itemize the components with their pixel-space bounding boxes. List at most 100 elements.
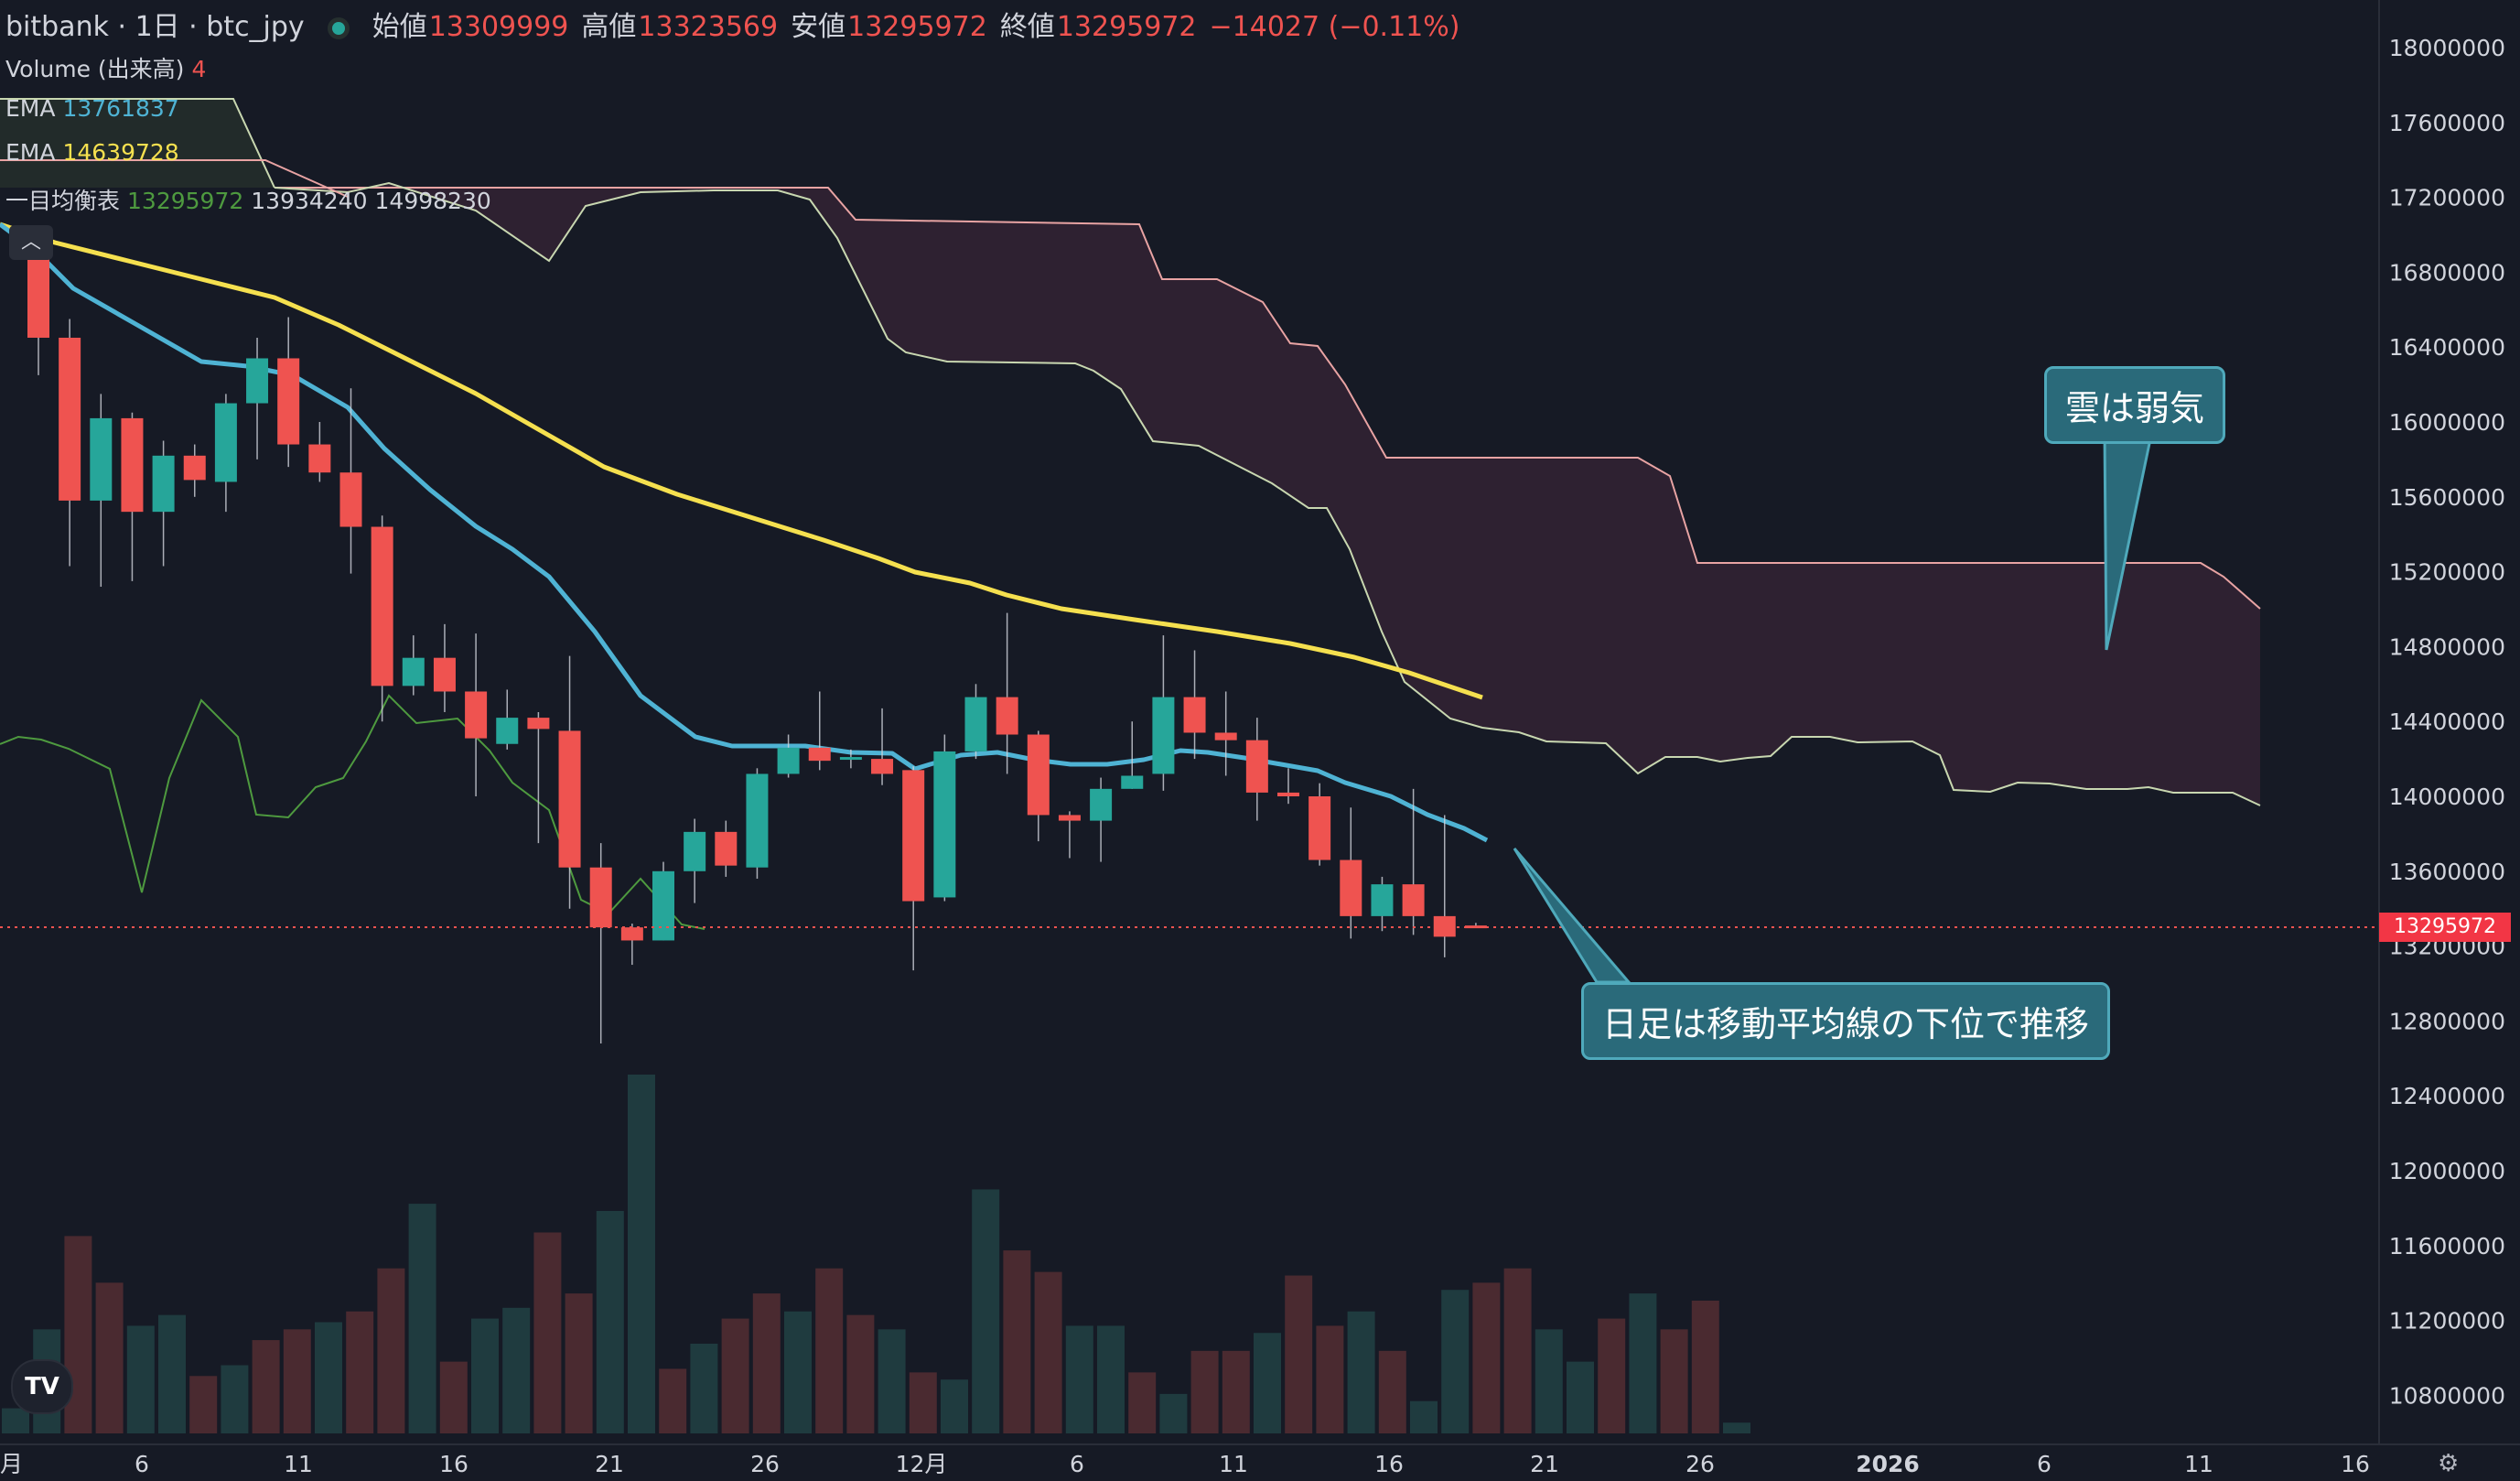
- candle-body: [152, 455, 175, 513]
- ema-slow-label: EMA: [5, 139, 56, 166]
- candlestick: [808, 691, 831, 771]
- candle-body: [839, 757, 862, 761]
- volume-bar: [1347, 1311, 1375, 1433]
- close-label: 終値: [999, 11, 1055, 43]
- tradingview-logo-icon[interactable]: TV: [11, 1359, 73, 1414]
- volume-bar: [1410, 1400, 1438, 1433]
- candlestick: [1121, 721, 1144, 789]
- candle-body: [902, 770, 925, 902]
- volume-bar: [721, 1318, 749, 1433]
- cloud-fragment: [0, 99, 275, 188]
- chikou-span: [0, 694, 705, 930]
- candlestick: [433, 623, 456, 712]
- low-value: 13295972: [847, 11, 987, 43]
- volume-bar: [221, 1365, 249, 1433]
- candlestick: [496, 689, 519, 750]
- volume-bar: [1629, 1293, 1657, 1433]
- candlestick: [1214, 691, 1237, 776]
- candlestick: [1090, 777, 1113, 862]
- volume-bar: [941, 1379, 968, 1433]
- candle-body: [1371, 884, 1394, 916]
- collapse-legend-button[interactable]: ︿: [9, 225, 53, 260]
- low-label: 安値: [791, 11, 846, 43]
- candlestick: [527, 711, 550, 844]
- price-axis-label: 14000000: [2389, 784, 2505, 810]
- candle-body: [558, 730, 581, 868]
- cloud-bottom-edge: [274, 181, 2261, 806]
- candlestick: [1152, 635, 1175, 791]
- candlestick: [402, 635, 425, 696]
- volume-bar: [252, 1340, 280, 1433]
- candlestick: [715, 820, 738, 877]
- cloud-top-edge: [275, 187, 2261, 610]
- volume-bar: [533, 1232, 562, 1433]
- ema-fast-legend[interactable]: EMA 13761837: [5, 95, 187, 122]
- candlestick: [1402, 788, 1425, 935]
- time-axis-label: 26: [1685, 1451, 1715, 1477]
- candle-body: [402, 657, 425, 686]
- cloud-callout[interactable]: 雲は弱気: [2044, 366, 2226, 444]
- candlestick: [183, 444, 206, 497]
- symbol-title[interactable]: bitbank · 1日 · btc_jpy: [5, 11, 305, 43]
- candlestick: [59, 319, 81, 567]
- volume-bar: [1441, 1290, 1470, 1433]
- volume-bar: [596, 1210, 624, 1433]
- candlestick: [1308, 783, 1331, 866]
- candlestick: [1340, 807, 1362, 939]
- volume-bar: [846, 1314, 875, 1433]
- cloud-fragment-edge: [0, 98, 275, 189]
- volume-bar: [439, 1361, 468, 1433]
- price-axis-label: 15200000: [2389, 559, 2505, 586]
- price-axis[interactable]: 18000000 17600000 17200000 16800000 16400000…: [2389, 35, 2505, 1409]
- price-axis-label: 15600000: [2389, 484, 2505, 511]
- ichimoku-value-1: 13295972: [127, 188, 244, 214]
- candlestick: [964, 684, 987, 760]
- ichimoku-legend[interactable]: 一目均衡表 13295972 13934240 14998230: [5, 183, 499, 216]
- last-price-badge: 13295972: [2379, 913, 2511, 942]
- daily-callout[interactable]: 日足は移動平均線の下位で推移: [1581, 982, 2111, 1060]
- candlestick: [121, 412, 144, 581]
- candle-body: [527, 718, 550, 730]
- volume-bar: [1316, 1325, 1344, 1433]
- volume-bar: [878, 1329, 906, 1433]
- price-axis-label: 10800000: [2389, 1382, 2505, 1409]
- open-label: 始値: [372, 11, 427, 43]
- candlestick: [1464, 923, 1487, 929]
- volume-bar: [1190, 1350, 1219, 1433]
- candle-body: [496, 718, 519, 744]
- candlestick: [871, 708, 894, 785]
- volume-legend[interactable]: Volume (出来高) 4: [5, 51, 213, 84]
- high-label: 高値: [581, 11, 637, 43]
- volume-bar: [126, 1325, 155, 1433]
- ema-slow-legend[interactable]: EMA 14639728: [5, 139, 187, 166]
- candle-body: [59, 337, 81, 501]
- candlestick: [277, 317, 300, 468]
- volume-bar: [377, 1268, 405, 1433]
- volume-bar: [502, 1307, 531, 1433]
- candle-body: [777, 747, 800, 774]
- gear-icon[interactable]: ⚙: [2438, 1450, 2460, 1477]
- volume-bar: [1003, 1250, 1031, 1433]
- candle-body: [308, 444, 331, 473]
- volume-bar: [283, 1329, 311, 1433]
- price-axis-label: 13600000: [2389, 859, 2505, 885]
- time-axis-label: 11: [284, 1451, 313, 1477]
- time-axis-label: 26: [750, 1451, 780, 1477]
- candle-body: [1402, 884, 1425, 916]
- volume-bar: [628, 1075, 655, 1433]
- volume-bar: [471, 1318, 499, 1433]
- time-axis-label: 21: [1530, 1451, 1559, 1477]
- candle-body: [996, 697, 1018, 735]
- candle-body: [121, 417, 144, 513]
- candle-body: [1464, 925, 1487, 929]
- candle-body: [465, 691, 488, 739]
- volume-bar: [158, 1314, 186, 1433]
- time-axis[interactable]: 月 6 11 16 21 26 12月 6 11 16 21 26 2026 6 11 16: [0, 1451, 2370, 1477]
- candle-body: [1183, 697, 1206, 733]
- candlestick: [839, 749, 862, 769]
- volume-bar: [1378, 1350, 1406, 1433]
- volume-bar: [1535, 1329, 1563, 1433]
- open-value: 13309999: [428, 11, 569, 43]
- candle-body: [715, 831, 738, 866]
